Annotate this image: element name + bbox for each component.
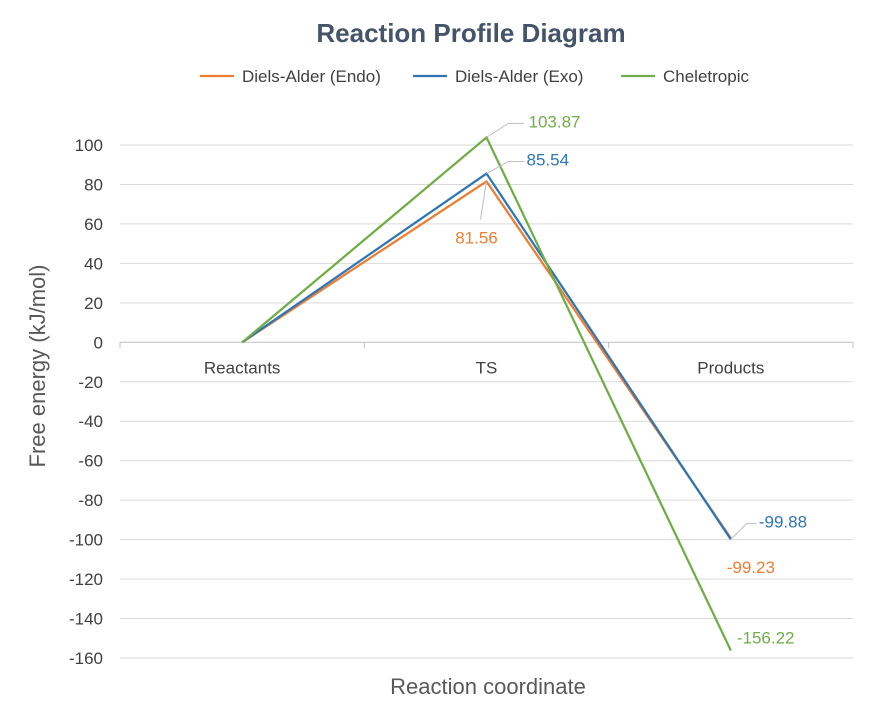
y-tick-label: -100	[69, 531, 103, 550]
legend: Diels-Alder (Endo) Diels-Alder (Exo) Chele…	[200, 67, 749, 86]
data-label: -156.22	[737, 629, 795, 648]
series-lines	[241, 135, 732, 652]
y-tick-label: -60	[78, 452, 103, 471]
leader-line	[486, 161, 525, 174]
y-tick-label: 0	[94, 333, 103, 352]
data-label: -99.23	[727, 558, 775, 577]
y-tick-label: -20	[78, 373, 103, 392]
data-label: 103.87	[529, 112, 581, 131]
legend-label: Diels-Alder (Exo)	[455, 67, 583, 86]
legend-label: Diels-Alder (Endo)	[242, 67, 381, 86]
x-axis-categories: Reactants TS Products	[204, 358, 764, 377]
y-tick-label: -40	[78, 412, 103, 431]
y-tick-label: -80	[78, 491, 103, 510]
legend-label: Cheletropic	[663, 67, 749, 86]
y-tick-label: -120	[69, 570, 103, 589]
grid	[119, 144, 854, 659]
x-axis-title: Reaction coordinate	[390, 674, 586, 699]
y-tick-label: 40	[84, 254, 103, 273]
data-label: 81.56	[455, 228, 498, 247]
x-category-label: Products	[697, 358, 764, 377]
chart-title: Reaction Profile Diagram	[316, 18, 625, 48]
leader-line	[730, 522, 757, 540]
x-category-label: Reactants	[204, 358, 281, 377]
leader-line	[480, 181, 487, 220]
y-tick-label: -140	[69, 610, 103, 629]
leader-line	[486, 122, 525, 138]
data-label: -99.88	[759, 512, 807, 531]
y-tick-label: -160	[69, 649, 103, 668]
y-tick-label: 60	[84, 215, 103, 234]
series-line-2	[241, 135, 732, 652]
y-tick-label: 20	[84, 294, 103, 313]
y-axis-title: Free energy (kJ/mol)	[25, 265, 50, 468]
y-axis-ticks: -160 -140 -120 -100 -80 -60 -40 -20 0 20 40 60 80 100	[69, 136, 103, 668]
y-tick-label: 100	[75, 136, 103, 155]
data-labels: 81.56 -99.23 85.54 -99.88 103.87 -156.22	[455, 112, 807, 647]
y-tick-label: 80	[84, 175, 103, 194]
data-label: 85.54	[527, 151, 570, 170]
x-category-label: TS	[476, 358, 498, 377]
